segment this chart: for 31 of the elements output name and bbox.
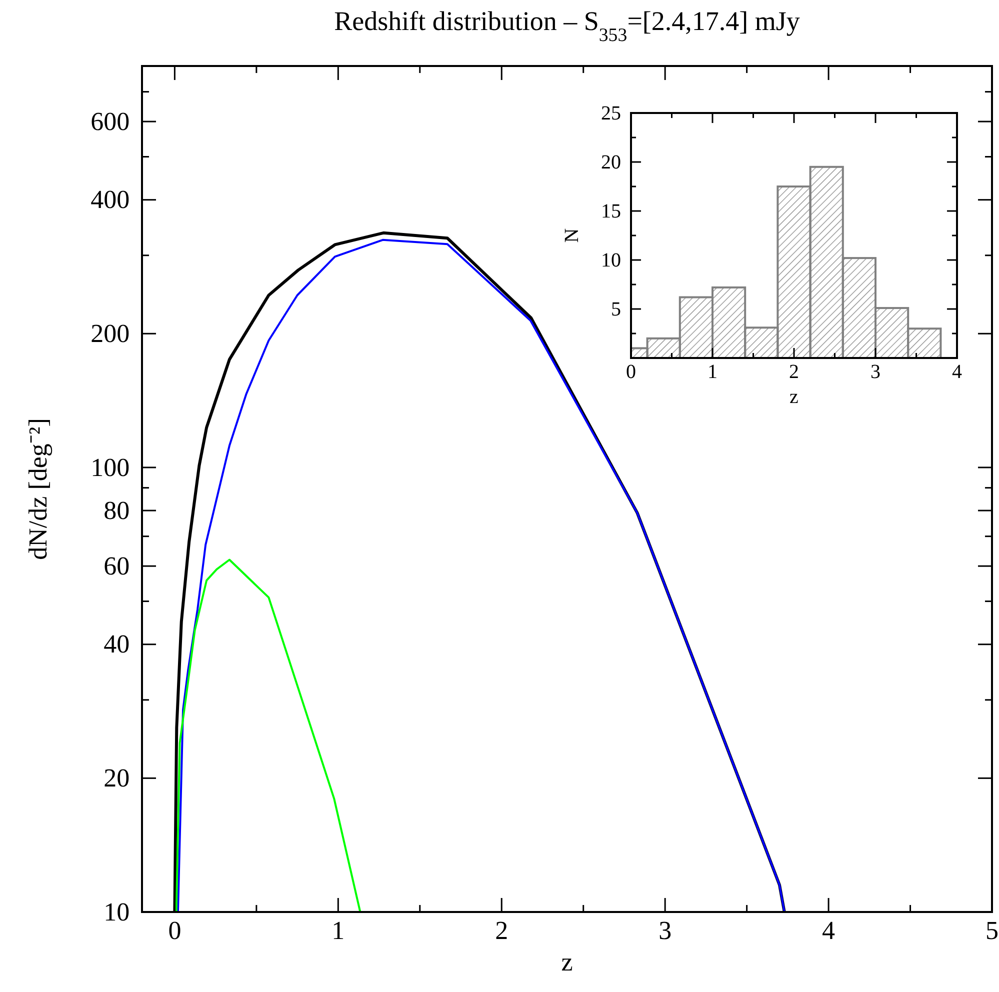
line-series <box>175 558 362 912</box>
x-axis-title: z <box>790 386 799 408</box>
y-tick-label: 100 <box>90 452 130 482</box>
y-tick-label: 25 <box>601 102 621 124</box>
y-tick-label: 10 <box>601 249 621 272</box>
x-tick-label: 4 <box>822 916 836 945</box>
y-tick-label: 15 <box>601 200 621 222</box>
chart-title: Redshift distribution – S$_{353}$=[2.4,17.4] mJy <box>334 6 800 46</box>
x-tick-label: 0 <box>168 916 182 945</box>
x-tick-label: 1 <box>332 916 345 945</box>
y-tick-label: 20 <box>104 764 130 792</box>
x-tick-label: 0 <box>626 361 636 384</box>
x-tick-label: 1 <box>708 361 718 384</box>
x-tick-label: 4 <box>952 361 962 384</box>
x-tick-label: 2 <box>495 916 508 945</box>
x-axis-title: z <box>561 948 573 976</box>
x-tick-label: 3 <box>870 361 880 384</box>
y-tick-label: 5 <box>611 298 621 320</box>
x-tick-label: 3 <box>658 916 672 945</box>
y-axis-title: dN/dz [deg⁻²] <box>24 418 53 560</box>
y-tick-label: 60 <box>104 551 130 580</box>
y-tick-label: 200 <box>90 318 130 348</box>
y-axis-title: N <box>560 228 583 243</box>
x-tick-label: 5 <box>986 916 998 945</box>
y-tick-label: 600 <box>90 106 130 136</box>
y-tick-label: 40 <box>104 630 130 659</box>
y-tick-label: 80 <box>104 496 130 525</box>
y-tick-label: 20 <box>601 151 621 174</box>
y-tick-label: 400 <box>90 185 130 214</box>
x-tick-label: 2 <box>789 361 799 384</box>
y-tick-label: 10 <box>104 897 130 926</box>
